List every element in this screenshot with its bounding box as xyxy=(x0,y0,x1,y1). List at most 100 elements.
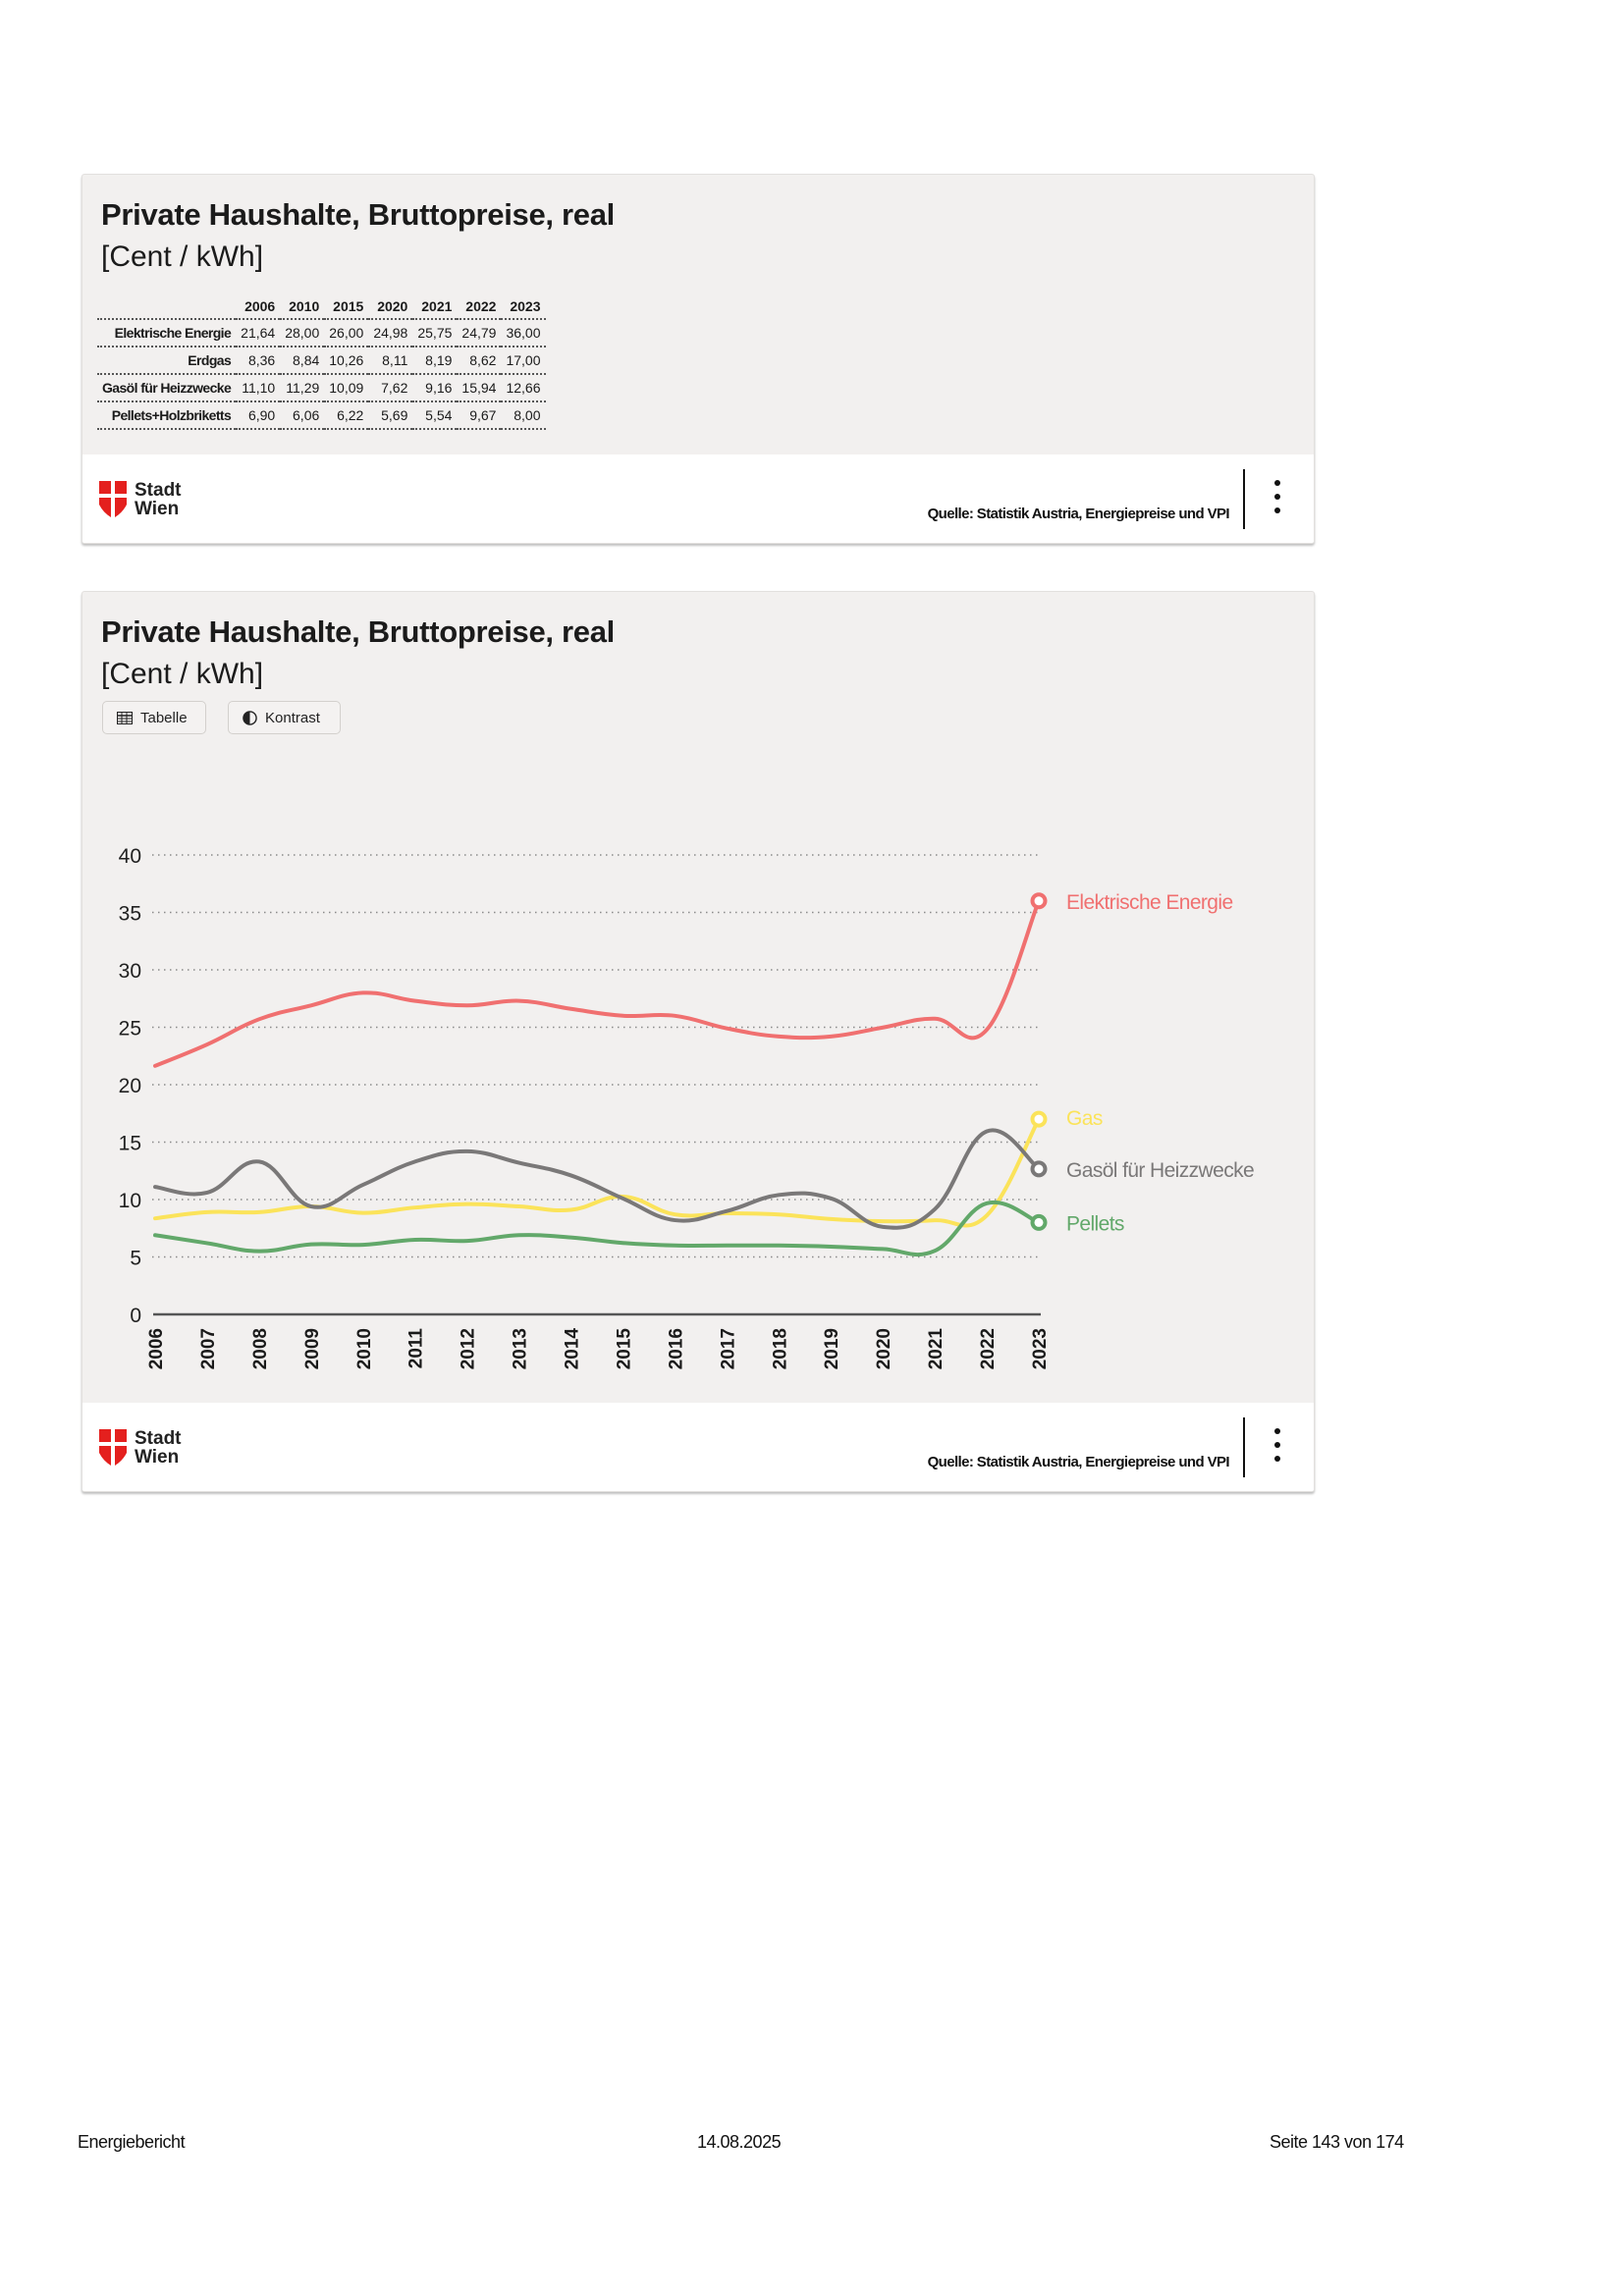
table-cell: 11,10 xyxy=(236,373,281,401)
chart-title: Private Haushalte, Bruttopreise, real xyxy=(101,614,615,649)
table-cell: 7,62 xyxy=(368,373,413,401)
x-tick-label: 2016 xyxy=(666,1328,686,1369)
table-cell: 6,06 xyxy=(280,400,325,430)
x-tick-label: 2015 xyxy=(614,1328,634,1370)
table-cell: 8,84 xyxy=(280,346,325,374)
stadt-wien-logo: Stadt Wien xyxy=(99,481,207,520)
source-text: Quelle: Statistik Austria, Energiepreise… xyxy=(927,506,1230,522)
x-tick-label: 2011 xyxy=(406,1328,427,1369)
table-cell: 10,09 xyxy=(324,373,369,401)
x-tick-label: 2022 xyxy=(978,1328,999,1369)
y-tick-label: 20 xyxy=(119,1075,141,1097)
table-button[interactable]: Tabelle xyxy=(102,701,206,734)
table-header xyxy=(97,296,236,319)
table-cell: 8,00 xyxy=(501,400,546,430)
more-vertical-icon[interactable] xyxy=(1267,476,1286,521)
table-cell: 15,94 xyxy=(457,373,502,401)
card-subtitle: [Cent / kWh] xyxy=(101,240,264,273)
table-header: 2010 xyxy=(289,298,320,314)
contrast-icon xyxy=(243,710,257,725)
table-button-label: Tabelle xyxy=(140,709,188,726)
x-tick-label: 2006 xyxy=(146,1328,167,1369)
table-cell: 11,29 xyxy=(280,373,325,401)
logo-line1: Stadt xyxy=(135,480,182,501)
stadt-wien-logo: Stadt Wien xyxy=(99,1429,207,1468)
table-row: Elektrische Energie 21,64 28,00 26,00 24… xyxy=(97,318,546,347)
series-label: Gasöl für Heizzwecke xyxy=(1066,1159,1254,1182)
table-cell: 8,62 xyxy=(457,346,502,374)
table-row: Erdgas 8,36 8,84 10,26 8,11 8,19 8,62 17… xyxy=(97,346,546,374)
series-lines xyxy=(153,892,1048,1256)
table-header: 2020 xyxy=(377,298,408,314)
series-label: Pellets xyxy=(1066,1212,1124,1235)
more-vertical-icon[interactable] xyxy=(1267,1424,1286,1469)
table-cell: 5,69 xyxy=(368,400,413,430)
grid-lines xyxy=(152,854,1041,1258)
y-tick-label: 15 xyxy=(119,1133,141,1155)
card-footer: Stadt Wien Quelle: Statistik Austria, En… xyxy=(82,454,1314,543)
logo-text: Stadt Wien xyxy=(135,1429,182,1467)
page-footer-left: Energiebericht xyxy=(78,2132,186,2152)
table-header-row: 2006 2010 2015 2020 2021 2022 2023 xyxy=(97,296,546,319)
y-axis-ticks: 0 5 10 15 20 25 30 35 40 xyxy=(119,845,141,1327)
x-tick-label: 2021 xyxy=(926,1328,947,1370)
table-cell: 25,75 xyxy=(412,318,458,347)
x-tick-label: 2020 xyxy=(874,1328,894,1369)
x-tick-label: 2019 xyxy=(822,1328,842,1369)
table-cell: 10,26 xyxy=(324,346,369,374)
table-cell: 8,36 xyxy=(236,346,281,374)
table-header: 2006 xyxy=(244,298,276,314)
table-cell: 36,00 xyxy=(501,318,546,347)
wien-shield-icon xyxy=(99,1429,127,1466)
x-tick-label: 2012 xyxy=(459,1328,479,1369)
series-end-marker xyxy=(1030,1213,1048,1231)
row-label: Gasöl für Heizzwecke xyxy=(97,373,237,401)
y-tick-label: 40 xyxy=(119,845,141,868)
logo-line2: Wien xyxy=(135,1447,180,1468)
table-icon xyxy=(117,711,133,724)
table-cell: 8,19 xyxy=(412,346,458,374)
footer-divider xyxy=(1243,469,1245,529)
series-line xyxy=(153,1128,1041,1230)
page-footer-date: 14.08.2025 xyxy=(697,2132,782,2152)
chart-subtitle: [Cent / kWh] xyxy=(101,658,264,690)
table-cell: 8,11 xyxy=(368,346,413,374)
contrast-button[interactable]: Kontrast xyxy=(228,701,341,734)
x-tick-label: 2013 xyxy=(511,1328,531,1369)
line-chart: 0 5 10 15 20 25 30 35 40 2006 2007 2008 2009 2010 201… xyxy=(119,845,1255,1370)
footer-divider xyxy=(1243,1417,1245,1477)
source-text: Quelle: Statistik Austria, Energiepreise… xyxy=(927,1454,1230,1470)
y-tick-label: 30 xyxy=(119,960,141,983)
table-cell: 24,79 xyxy=(457,318,502,347)
series-line xyxy=(153,898,1041,1068)
y-tick-label: 0 xyxy=(130,1305,141,1327)
table-cell: 12,66 xyxy=(501,373,546,401)
price-table: 2006 2010 2015 2020 2021 2022 2023 Elekt… xyxy=(97,296,546,430)
table-cell: 6,90 xyxy=(236,400,281,430)
table-header: 2022 xyxy=(465,298,497,314)
x-tick-label: 2014 xyxy=(563,1328,583,1370)
table-cell: 5,54 xyxy=(412,400,458,430)
table-cell: 21,64 xyxy=(236,318,281,347)
series-labels: Elektrische Energie Gas Gasöl für Heizzwec… xyxy=(1066,891,1255,1236)
table-header: 2023 xyxy=(510,298,541,314)
logo-text: Stadt Wien xyxy=(135,481,182,518)
x-tick-label: 2017 xyxy=(718,1328,738,1369)
x-tick-label: 2018 xyxy=(770,1328,790,1369)
chart-card: Private Haushalte, Bruttopreise, real [C… xyxy=(81,591,1315,1492)
x-tick-label: 2009 xyxy=(302,1328,323,1369)
series-label: Gas xyxy=(1066,1107,1103,1130)
row-label: Erdgas xyxy=(97,346,237,374)
series-label: Elektrische Energie xyxy=(1066,891,1233,914)
logo-line1: Stadt xyxy=(135,1428,182,1449)
table-cell: 28,00 xyxy=(280,318,325,347)
card-title: Private Haushalte, Bruttopreise, real xyxy=(101,197,615,232)
y-tick-label: 10 xyxy=(119,1190,141,1212)
table-cell: 9,16 xyxy=(412,373,458,401)
x-tick-label: 2010 xyxy=(354,1328,375,1369)
contrast-button-label: Kontrast xyxy=(265,709,320,726)
series-end-marker xyxy=(1030,1110,1048,1128)
table-cell: 9,67 xyxy=(457,400,502,430)
series-end-marker xyxy=(1030,892,1048,910)
x-tick-label: 2023 xyxy=(1030,1328,1051,1369)
